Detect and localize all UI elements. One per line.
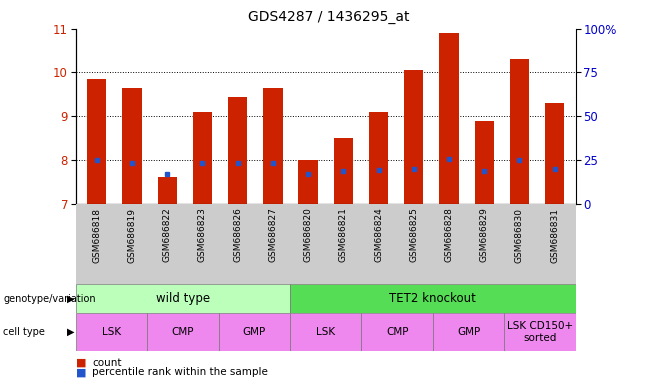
Bar	[193, 112, 212, 204]
Text: LSK: LSK	[316, 327, 336, 337]
Bar	[157, 177, 177, 204]
Text: GSM686829: GSM686829	[480, 208, 489, 262]
Text: GSM686820: GSM686820	[303, 208, 313, 262]
Bar	[263, 88, 282, 204]
Text: CMP: CMP	[172, 327, 194, 337]
Text: GDS4287 / 1436295_at: GDS4287 / 1436295_at	[248, 10, 410, 23]
Bar	[433, 313, 504, 351]
Bar	[369, 112, 388, 204]
Text: TET2 knockout: TET2 knockout	[390, 292, 476, 305]
Bar	[440, 33, 459, 204]
Bar	[474, 121, 494, 204]
Bar	[334, 138, 353, 204]
Text: count: count	[92, 358, 122, 368]
Text: percentile rank within the sample: percentile rank within the sample	[92, 367, 268, 377]
Bar	[228, 96, 247, 204]
Text: GSM686830: GSM686830	[515, 208, 524, 263]
Bar	[404, 70, 424, 204]
Text: wild type: wild type	[156, 292, 210, 305]
Text: GSM686828: GSM686828	[444, 208, 453, 262]
Text: GSM686819: GSM686819	[128, 208, 136, 263]
Text: GSM686823: GSM686823	[198, 208, 207, 262]
Text: GSM686827: GSM686827	[268, 208, 278, 262]
Text: ■: ■	[76, 358, 86, 368]
Bar	[218, 313, 290, 351]
Text: ▶: ▶	[66, 293, 74, 304]
Bar	[147, 313, 218, 351]
Bar	[290, 313, 361, 351]
Text: CMP: CMP	[386, 327, 409, 337]
Text: LSK: LSK	[102, 327, 121, 337]
Text: LSK CD150+
sorted: LSK CD150+ sorted	[507, 321, 573, 343]
Bar	[290, 284, 576, 313]
Text: GSM686822: GSM686822	[163, 208, 172, 262]
Bar	[87, 79, 107, 204]
Bar	[299, 160, 318, 204]
Text: ▶: ▶	[66, 327, 74, 337]
Bar	[122, 88, 141, 204]
Text: GSM686821: GSM686821	[339, 208, 348, 262]
Text: GSM686824: GSM686824	[374, 208, 383, 262]
Text: ■: ■	[76, 367, 86, 377]
Text: GSM686831: GSM686831	[550, 208, 559, 263]
Bar	[504, 313, 576, 351]
Text: GSM686818: GSM686818	[92, 208, 101, 263]
Text: genotype/variation: genotype/variation	[3, 293, 96, 304]
Bar	[510, 60, 529, 204]
Text: cell type: cell type	[3, 327, 45, 337]
Bar	[545, 103, 565, 204]
Text: GMP: GMP	[457, 327, 480, 337]
Bar	[361, 313, 433, 351]
Bar	[76, 313, 147, 351]
Text: GMP: GMP	[243, 327, 266, 337]
Text: GSM686825: GSM686825	[409, 208, 418, 262]
Bar	[76, 284, 290, 313]
Text: GSM686826: GSM686826	[233, 208, 242, 262]
